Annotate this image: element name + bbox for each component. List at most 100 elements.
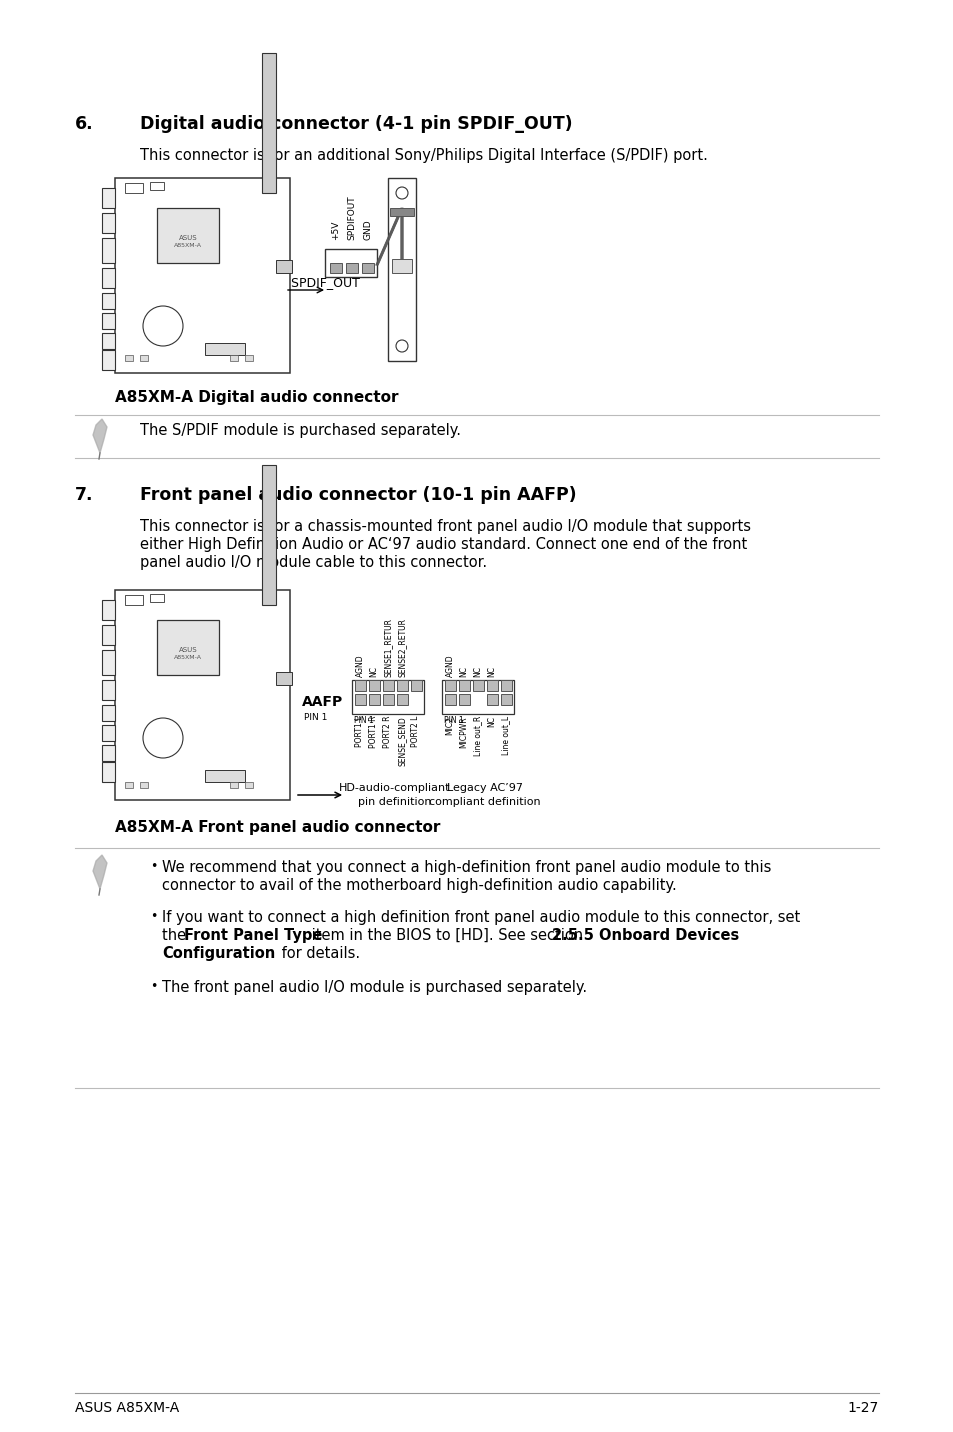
- Text: connector to avail of the motherboard high-definition audio capability.: connector to avail of the motherboard hi…: [162, 878, 676, 894]
- Text: 1-27: 1-27: [847, 1400, 878, 1415]
- Bar: [157, 208, 219, 263]
- Bar: [500, 695, 512, 705]
- Bar: [325, 249, 376, 276]
- Bar: [355, 680, 366, 692]
- Text: pin definition: pin definition: [358, 798, 432, 808]
- Text: GND: GND: [363, 219, 372, 241]
- Text: A85XM-A: A85XM-A: [173, 243, 202, 248]
- Text: We recommend that you connect a high-definition front panel audio module to this: We recommend that you connect a high-def…: [162, 861, 771, 875]
- Text: A85XM-A Front panel audio connector: A85XM-A Front panel audio connector: [115, 821, 440, 835]
- Bar: [262, 53, 275, 193]
- Bar: [102, 294, 115, 309]
- Text: PIN 1: PIN 1: [354, 716, 374, 725]
- Text: •: •: [150, 861, 157, 874]
- Text: NC: NC: [487, 716, 496, 727]
- Bar: [140, 782, 148, 788]
- Bar: [230, 782, 237, 788]
- Text: ASUS: ASUS: [178, 647, 197, 653]
- Bar: [205, 344, 245, 355]
- Circle shape: [395, 188, 408, 199]
- Polygon shape: [92, 420, 107, 453]
- Text: PIN 1: PIN 1: [443, 716, 463, 725]
- Text: A85XM-A Digital audio connector: A85XM-A Digital audio connector: [115, 390, 398, 405]
- Bar: [352, 680, 423, 715]
- Text: PIN 1: PIN 1: [304, 713, 327, 722]
- Bar: [388, 178, 416, 361]
- Circle shape: [143, 306, 183, 347]
- Bar: [230, 355, 237, 361]
- Bar: [245, 355, 253, 361]
- Bar: [382, 695, 394, 705]
- Bar: [102, 650, 115, 674]
- Bar: [441, 680, 514, 715]
- Bar: [245, 782, 253, 788]
- Bar: [473, 680, 483, 692]
- Bar: [102, 600, 115, 620]
- Bar: [102, 705, 115, 720]
- Text: NC: NC: [459, 666, 468, 677]
- Bar: [102, 745, 115, 760]
- Text: PORT1 R: PORT1 R: [369, 716, 378, 749]
- Bar: [102, 314, 115, 329]
- Bar: [458, 680, 470, 692]
- Text: Front Panel Type: Front Panel Type: [184, 928, 322, 944]
- Bar: [392, 259, 412, 274]
- Text: A85XM-A: A85XM-A: [173, 654, 202, 660]
- Bar: [102, 725, 115, 740]
- Bar: [157, 620, 219, 674]
- Bar: [102, 680, 115, 700]
- Bar: [102, 238, 115, 263]
- Bar: [102, 762, 115, 782]
- Bar: [355, 695, 366, 705]
- Bar: [102, 624, 115, 644]
- Text: 7.: 7.: [75, 485, 93, 504]
- Text: •: •: [150, 909, 157, 924]
- Text: AGND: AGND: [445, 654, 454, 677]
- Bar: [396, 680, 408, 692]
- Text: 6.: 6.: [75, 115, 93, 133]
- Text: SENSE1_RETUR: SENSE1_RETUR: [383, 619, 392, 677]
- Text: PORT2 R: PORT2 R: [383, 716, 392, 749]
- Bar: [205, 770, 245, 782]
- Bar: [262, 258, 275, 268]
- Bar: [150, 594, 164, 601]
- Text: MIC2: MIC2: [445, 716, 454, 735]
- Bar: [369, 680, 379, 692]
- Text: MICPWR: MICPWR: [459, 716, 468, 748]
- Bar: [382, 680, 394, 692]
- Bar: [411, 680, 421, 692]
- Bar: [125, 355, 132, 361]
- Text: either High Definition Audio or AC‘97 audio standard. Connect one end of the fro: either High Definition Audio or AC‘97 au…: [140, 537, 746, 551]
- Bar: [330, 263, 341, 274]
- Bar: [125, 782, 132, 788]
- Text: item in the BIOS to [HD]. See section: item in the BIOS to [HD]. See section: [307, 928, 587, 944]
- Text: Digital audio connector (4-1 pin SPDIF_OUT): Digital audio connector (4-1 pin SPDIF_O…: [140, 115, 572, 133]
- Bar: [115, 178, 290, 372]
- Text: This connector is for a chassis-mounted front panel audio I/O module that suppor: This connector is for a chassis-mounted …: [140, 518, 750, 534]
- Bar: [125, 596, 143, 604]
- Text: 2.5.5 Onboard Devices: 2.5.5 Onboard Devices: [552, 928, 739, 944]
- Text: Line out_L: Line out_L: [501, 716, 510, 755]
- Bar: [262, 465, 275, 604]
- Text: The S/PDIF module is purchased separately.: The S/PDIF module is purchased separatel…: [140, 422, 460, 438]
- Circle shape: [143, 717, 183, 758]
- Text: The front panel audio I/O module is purchased separately.: The front panel audio I/O module is purc…: [162, 979, 586, 995]
- Bar: [125, 183, 143, 193]
- Bar: [444, 680, 456, 692]
- Bar: [102, 188, 115, 208]
- Text: +5V: +5V: [331, 221, 340, 241]
- Text: Configuration: Configuration: [162, 947, 275, 961]
- Text: If you want to connect a high definition front panel audio module to this connec: If you want to connect a high definition…: [162, 909, 800, 925]
- Text: HD-audio-compliant: HD-audio-compliant: [339, 783, 450, 793]
- Text: Legacy AC’97: Legacy AC’97: [447, 783, 522, 793]
- Bar: [102, 268, 115, 288]
- Bar: [275, 672, 292, 684]
- Text: compliant definition: compliant definition: [429, 798, 540, 808]
- Bar: [369, 695, 379, 705]
- Text: PORT1 L: PORT1 L: [355, 716, 364, 748]
- Bar: [486, 695, 497, 705]
- Bar: [346, 263, 357, 274]
- Text: the: the: [162, 928, 191, 944]
- Text: SENSE_SEND: SENSE_SEND: [397, 716, 406, 766]
- Text: AGND: AGND: [355, 654, 364, 677]
